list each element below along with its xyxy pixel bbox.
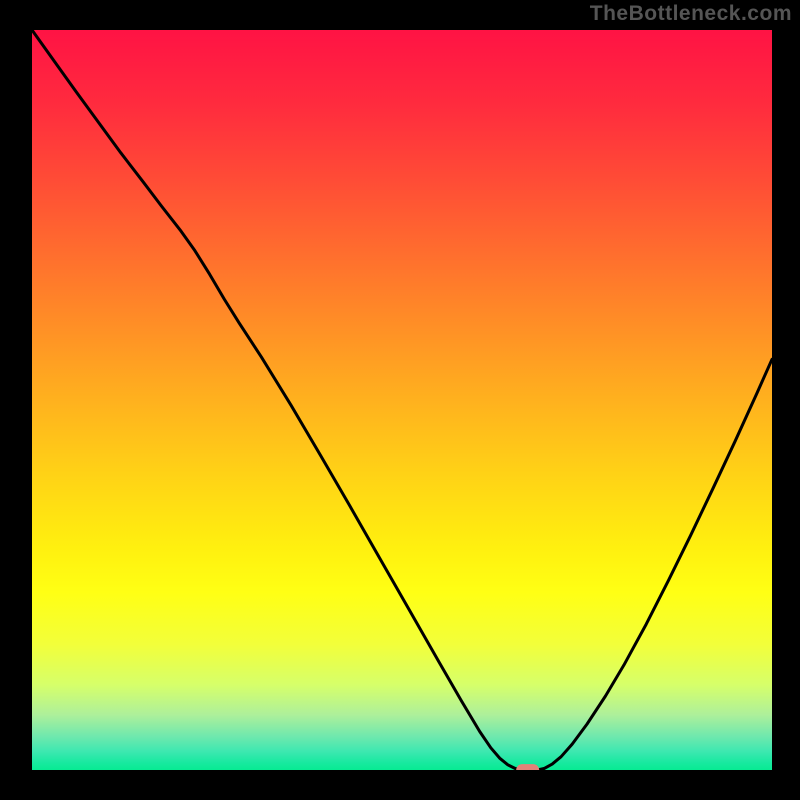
gradient-and-curve-svg bbox=[32, 30, 772, 770]
optimal-point-marker bbox=[516, 764, 540, 770]
gradient-background bbox=[32, 30, 772, 770]
plot-area bbox=[32, 30, 772, 770]
watermark-text: TheBottleneck.com bbox=[590, 2, 792, 26]
chart-canvas: TheBottleneck.com bbox=[0, 0, 800, 800]
